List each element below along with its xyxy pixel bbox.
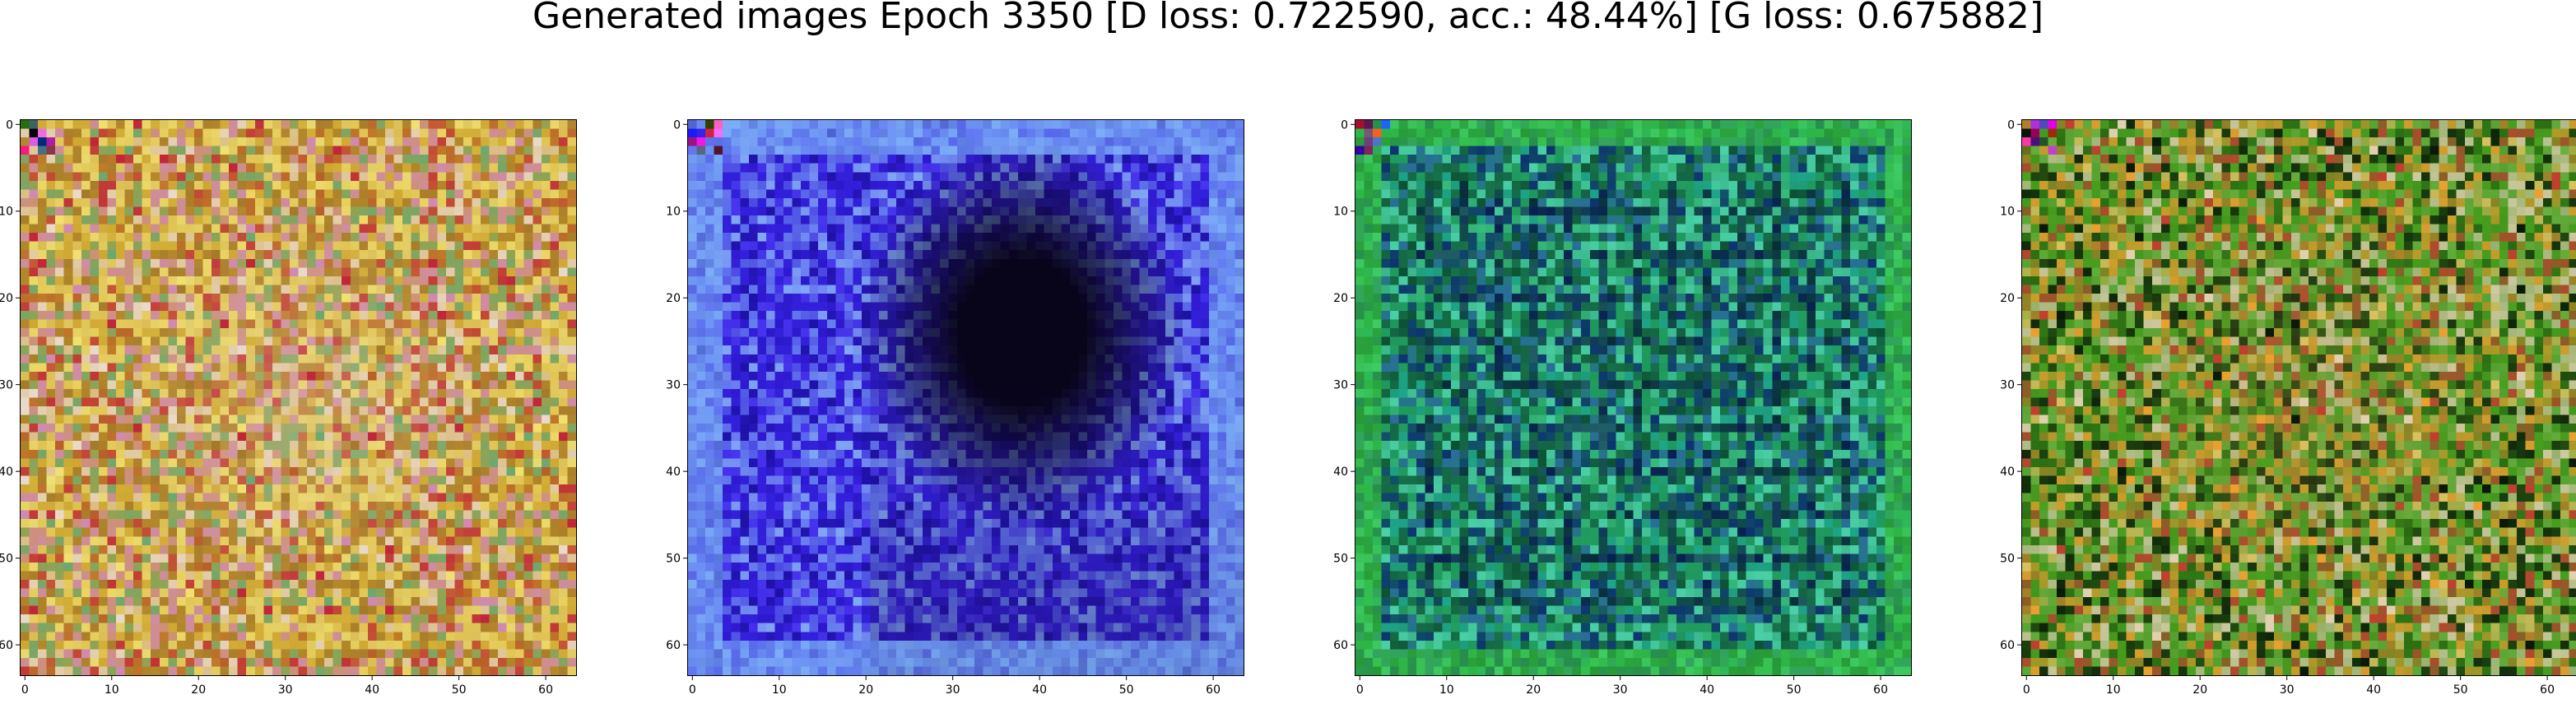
y-tick-label: 60 <box>2000 639 2015 652</box>
axes-ticks-4: 0 10 20 30 40 50 60 0 10 20 30 40 50 60 <box>2000 118 2555 697</box>
y-tick-label: 10 <box>1333 206 1348 219</box>
y-tick-label: 40 <box>0 465 13 479</box>
y-tick-label: 20 <box>0 292 13 305</box>
y-tick-label: 50 <box>0 553 13 566</box>
y-tick-label: 0 <box>2007 118 2015 132</box>
y-tick-label: 30 <box>1333 379 1348 392</box>
y-tick-label: 0 <box>673 118 681 132</box>
x-tick-label: 10 <box>1439 683 1454 697</box>
axes-ticks-1: 0 10 20 30 40 50 60 0 10 20 30 40 50 60 <box>0 118 553 697</box>
y-tick-label: 20 <box>2000 292 2015 305</box>
x-tick-label: 50 <box>1787 683 1802 697</box>
axes-ticks-3: 0 10 20 30 40 50 60 0 10 20 30 40 50 60 <box>1333 118 1888 697</box>
y-tick-label: 20 <box>1333 292 1348 305</box>
y-tick-label: 30 <box>666 379 681 392</box>
y-tick-label: 0 <box>6 118 13 132</box>
x-tick-label: 60 <box>538 683 553 697</box>
x-tick-label: 50 <box>1119 683 1134 697</box>
x-tick-label: 0 <box>689 683 696 697</box>
x-tick-label: 60 <box>2540 683 2555 697</box>
y-tick-label: 30 <box>2000 379 2015 392</box>
y-tick-label: 50 <box>1333 553 1348 566</box>
x-tick-label: 30 <box>1613 683 1628 697</box>
generated-image-2 <box>688 120 1244 675</box>
x-tick-label: 30 <box>278 683 293 697</box>
image-panel-3: 0 10 20 30 40 50 60 0 10 20 30 40 50 60 <box>1333 118 1912 697</box>
x-tick-label: 50 <box>2453 683 2468 697</box>
x-tick-label: 40 <box>1700 683 1714 697</box>
x-tick-label: 20 <box>858 683 873 697</box>
y-tick-label: 60 <box>1333 639 1348 652</box>
y-tick-label: 50 <box>2000 553 2015 566</box>
y-tick-label: 10 <box>0 206 13 219</box>
y-tick-label: 50 <box>666 553 681 566</box>
x-tick-label: 40 <box>1032 683 1047 697</box>
x-tick-label: 0 <box>1356 683 1364 697</box>
image-panel-1: 0 10 20 30 40 50 60 0 10 20 30 40 50 60 <box>0 118 577 697</box>
x-tick-label: 0 <box>2023 683 2030 697</box>
figure-title: Generated images Epoch 3350 [D loss: 0.7… <box>532 0 2044 37</box>
x-tick-label: 10 <box>2106 683 2121 697</box>
y-tick-label: 10 <box>666 206 681 219</box>
y-tick-label: 60 <box>0 639 13 652</box>
x-tick-label: 40 <box>365 683 379 697</box>
x-tick-label: 20 <box>2192 683 2207 697</box>
y-tick-label: 30 <box>0 379 13 392</box>
x-tick-label: 30 <box>2280 683 2295 697</box>
y-tick-label: 40 <box>666 465 681 479</box>
x-tick-label: 40 <box>2366 683 2381 697</box>
x-tick-label: 50 <box>452 683 467 697</box>
y-tick-label: 40 <box>2000 465 2015 479</box>
x-tick-label: 60 <box>1873 683 1888 697</box>
x-tick-label: 60 <box>1206 683 1221 697</box>
x-tick-label: 10 <box>772 683 787 697</box>
generated-image-3 <box>1355 120 1911 675</box>
x-tick-label: 20 <box>191 683 206 697</box>
y-tick-label: 10 <box>2000 206 2015 219</box>
y-tick-label: 60 <box>666 639 681 652</box>
image-panel-2: 0 10 20 30 40 50 60 0 10 20 30 40 50 60 <box>666 118 1244 697</box>
x-tick-label: 20 <box>1526 683 1541 697</box>
y-tick-label: 20 <box>666 292 681 305</box>
x-tick-label: 30 <box>946 683 960 697</box>
x-tick-label: 10 <box>105 683 119 697</box>
y-tick-label: 0 <box>1341 118 1348 132</box>
generated-image-1 <box>21 120 576 675</box>
x-tick-label: 0 <box>21 683 29 697</box>
y-tick-label: 40 <box>1333 465 1348 479</box>
generated-image-4 <box>2022 120 2576 675</box>
axes-ticks-2: 0 10 20 30 40 50 60 0 10 20 30 40 50 60 <box>666 118 1221 697</box>
image-panel-4: 0 10 20 30 40 50 60 0 10 20 30 40 50 60 <box>2000 118 2576 697</box>
